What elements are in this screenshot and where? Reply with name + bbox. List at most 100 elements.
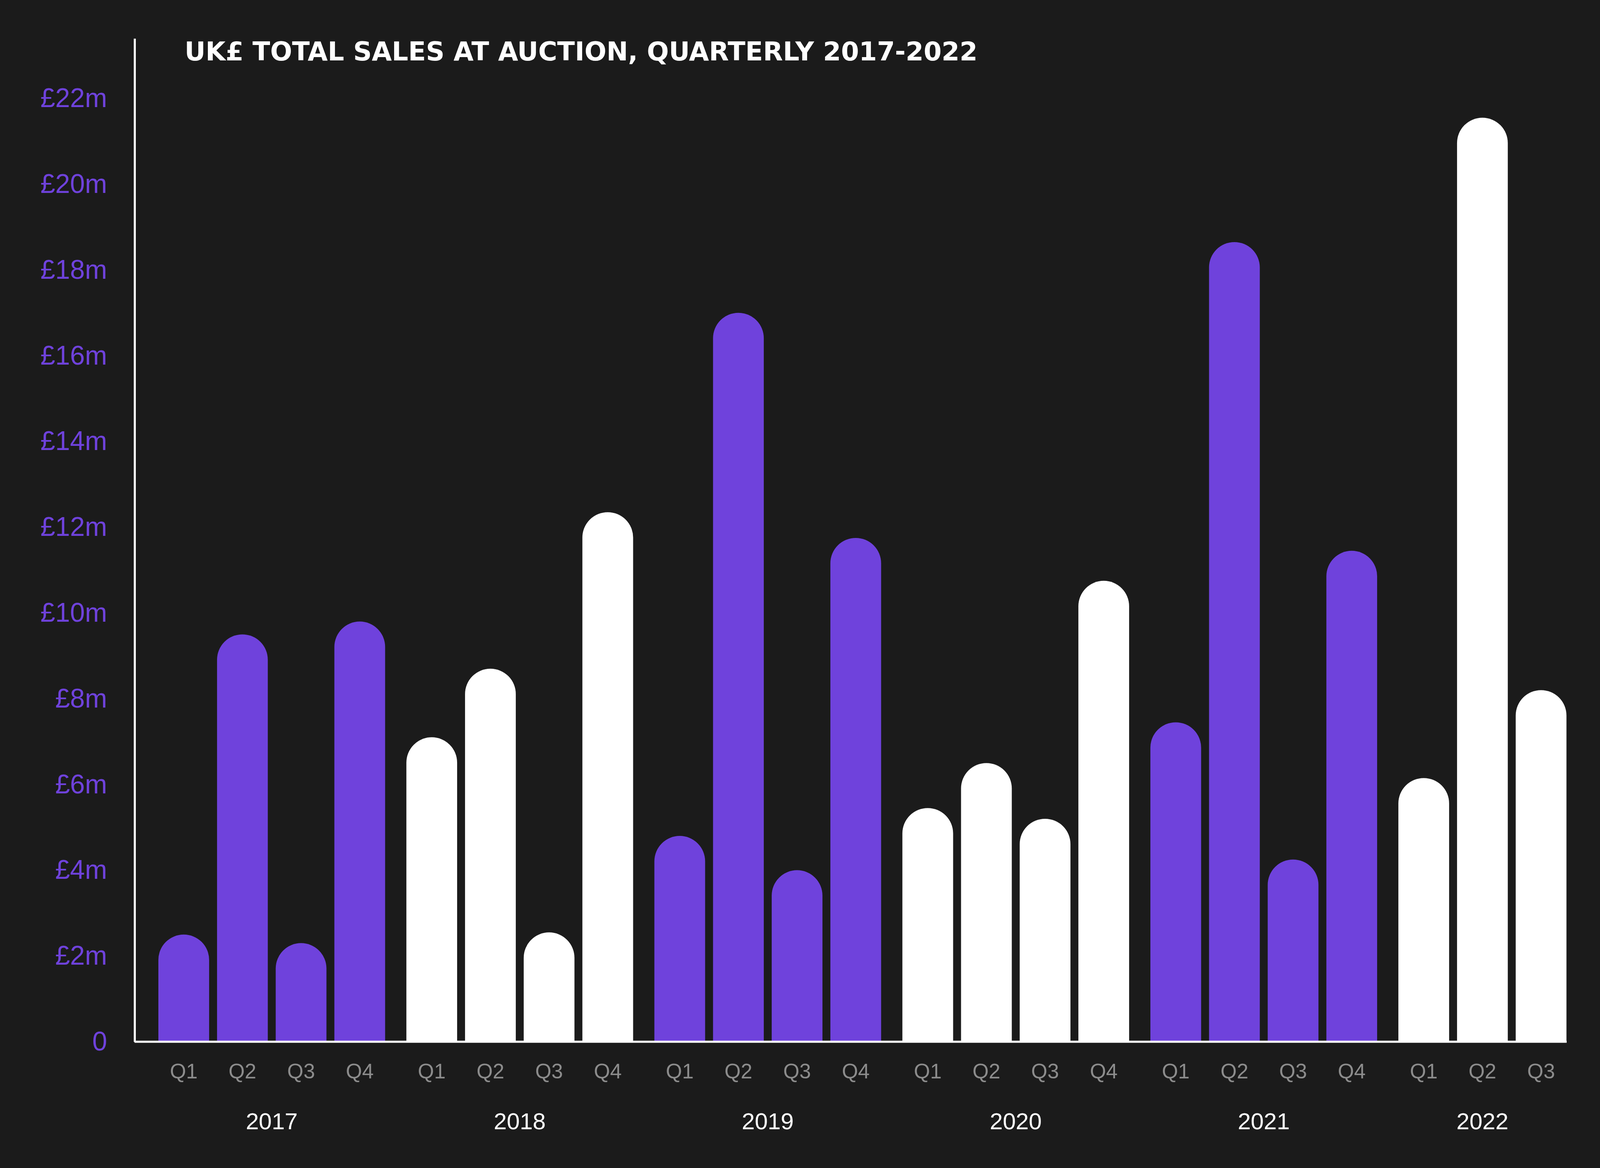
bar <box>830 537 882 1042</box>
bars <box>158 117 1567 1042</box>
x-tick-label: Q1 <box>665 1059 694 1083</box>
bar <box>1457 117 1508 1042</box>
y-tick-label: £18m <box>40 254 108 285</box>
bar <box>582 512 634 1042</box>
x-tick-label: Q3 <box>535 1059 563 1083</box>
x-tick: Q1 <box>417 1041 446 1083</box>
y-tick-label: £14m <box>40 425 108 456</box>
x-tick: Q1 <box>913 1041 942 1083</box>
bar <box>1078 580 1130 1042</box>
bar <box>1398 777 1450 1042</box>
x-tick: Q4 <box>1337 1041 1366 1083</box>
bar <box>1019 818 1071 1042</box>
x-tick: Q1 <box>1161 1041 1190 1083</box>
bar <box>217 634 268 1042</box>
x-tick-label: Q4 <box>593 1059 622 1083</box>
x-tick: Q3 <box>783 1041 812 1083</box>
x-tick: Q2 <box>476 1041 505 1083</box>
y-tick: £10m <box>40 597 135 628</box>
bar <box>1267 859 1319 1042</box>
x-tick-label: Q1 <box>913 1059 942 1083</box>
bar <box>523 932 575 1042</box>
y-tick: £6m <box>55 769 135 800</box>
x-tick: Q4 <box>593 1041 622 1083</box>
group-label: 2021 <box>1237 1107 1290 1135</box>
group-label: 2018 <box>493 1107 546 1135</box>
y-axis: 0 £2m £4m £6m £8m £10m £12m £14m £16m £18m £20m £22… <box>40 38 135 1057</box>
x-tick-label: Q3 <box>1527 1059 1555 1083</box>
bar <box>1326 550 1378 1042</box>
x-tick: Q4 <box>1090 1041 1118 1083</box>
x-tick: Q3 <box>1031 1041 1060 1083</box>
x-tick-label: Q2 <box>1220 1059 1249 1083</box>
y-tick: £12m <box>40 511 135 542</box>
y-tick: £16m <box>40 340 135 371</box>
x-tick: Q3 <box>1279 1041 1308 1083</box>
y-tick-label: £22m <box>40 82 108 113</box>
y-tick-label: £16m <box>40 340 108 371</box>
group-label: 2017 <box>245 1107 298 1135</box>
x-tick-label: Q1 <box>1161 1059 1190 1083</box>
title: UK£ TOTAL SALES AT AUCTION, QUARTERLY 20… <box>184 36 978 67</box>
x-tick: Q3 <box>1527 1041 1555 1083</box>
x-tick: Q2 <box>1220 1041 1249 1083</box>
x-tick-label: Q2 <box>972 1059 1001 1083</box>
bar <box>1515 690 1567 1042</box>
x-tick: Q3 <box>535 1041 563 1083</box>
y-tick-label: £6m <box>55 769 108 800</box>
y-tick-label: £2m <box>55 940 108 971</box>
bar <box>902 807 954 1042</box>
group-label: 2019 <box>741 1107 794 1135</box>
x-tick: Q4 <box>841 1041 870 1083</box>
x-tick-label: Q1 <box>170 1059 198 1083</box>
y-axis-line <box>133 38 136 1043</box>
x-tick: Q3 <box>287 1041 315 1083</box>
x-tick-label: Q4 <box>345 1059 374 1083</box>
x-tick-label: Q3 <box>783 1059 812 1083</box>
x-tick-label: Q1 <box>1410 1059 1438 1083</box>
y-tick-label: £20m <box>40 168 108 199</box>
bar <box>712 312 764 1042</box>
x-tick: Q2 <box>972 1041 1001 1083</box>
x-tick: Q1 <box>170 1041 198 1083</box>
background <box>0 0 1600 1168</box>
y-tick: £4m <box>55 854 135 885</box>
bar <box>961 762 1013 1042</box>
y-tick: £2m <box>55 940 135 971</box>
x-tick: Q1 <box>1410 1041 1438 1083</box>
x-tick-label: Q3 <box>287 1059 315 1083</box>
bar <box>275 942 327 1042</box>
y-tick: £14m <box>40 425 135 456</box>
group-labels: 201720182019202020212022 <box>245 1107 1509 1135</box>
y-tick: 0 <box>92 1026 135 1057</box>
x-tick-label: Q4 <box>1090 1059 1118 1083</box>
y-tick-label: £12m <box>40 511 108 542</box>
y-tick: £8m <box>55 683 135 714</box>
y-tick: £20m <box>40 168 135 199</box>
x-tick: Q4 <box>345 1041 374 1083</box>
x-tick: Q2 <box>724 1041 753 1083</box>
x-tick-label: Q2 <box>724 1059 753 1083</box>
bar <box>1150 722 1202 1042</box>
y-tick-label: £10m <box>40 597 108 628</box>
bar <box>654 835 706 1042</box>
x-tick-label: Q4 <box>841 1059 870 1083</box>
x-tick-label: Q4 <box>1337 1059 1366 1083</box>
bar <box>1209 242 1260 1042</box>
x-axis: Q1 Q2 Q3 Q4 Q1 Q2 Q3 Q4 Q1 Q2 Q3 Q4 Q1 Q2 Q3 Q4 Q1 Q2 Q3 Q4… <box>170 1041 1555 1083</box>
x-tick-label: Q2 <box>228 1059 257 1083</box>
chart: 0 £2m £4m £6m £8m £10m £12m £14m £16m £18m £20m £22… <box>0 0 1600 1168</box>
y-tick: £22m <box>40 82 135 113</box>
y-tick: £18m <box>40 254 135 285</box>
y-tick-label: £8m <box>55 683 108 714</box>
x-tick-label: Q2 <box>476 1059 505 1083</box>
y-tick-label: £4m <box>55 854 108 885</box>
x-tick: Q1 <box>665 1041 694 1083</box>
baseline <box>134 1040 1567 1043</box>
bar <box>158 934 210 1042</box>
y-tick-label: 0 <box>92 1026 108 1057</box>
bar <box>406 737 458 1042</box>
bar <box>465 668 516 1042</box>
bar <box>334 621 386 1042</box>
x-tick: Q2 <box>1468 1041 1497 1083</box>
